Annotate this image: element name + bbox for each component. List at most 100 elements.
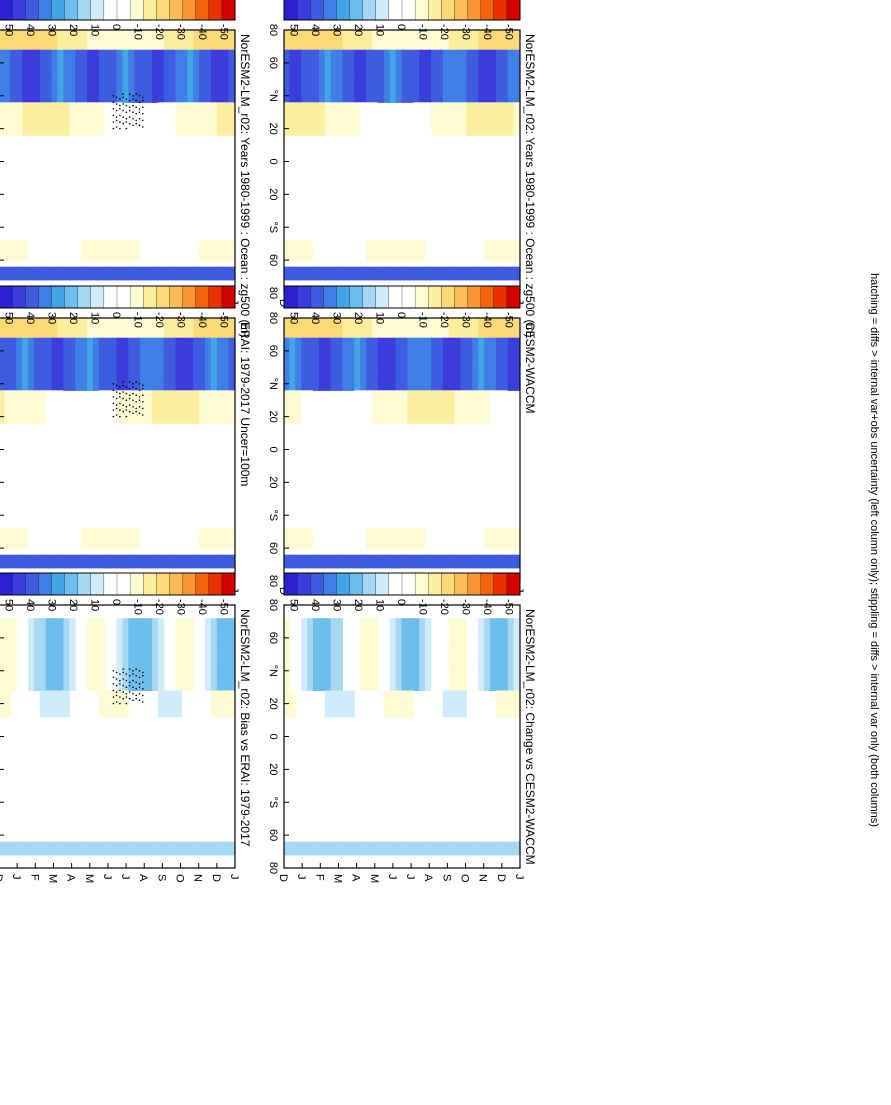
stipple-dot	[112, 383, 115, 385]
field-cell	[151, 344, 159, 352]
lat-label: 20	[267, 188, 279, 200]
field-cell	[98, 247, 106, 255]
field-cell	[27, 683, 35, 692]
field-cell	[116, 697, 123, 705]
colorbar-swatch	[401, 572, 416, 596]
field-cell	[98, 364, 106, 372]
field-cell	[4, 331, 11, 339]
field-cell	[146, 651, 153, 659]
field-cell	[425, 95, 432, 103]
stipple-dot	[135, 688, 137, 690]
field-cell	[448, 416, 456, 424]
field-cell	[16, 410, 23, 418]
field-cell	[175, 416, 182, 424]
field-cell	[513, 95, 520, 103]
field-cell	[495, 247, 503, 255]
field-cell	[507, 82, 515, 90]
field-cell	[395, 637, 402, 646]
field-cell	[22, 82, 29, 90]
field-cell	[448, 43, 456, 51]
field-cell	[69, 56, 76, 64]
stipple-dot	[138, 383, 141, 385]
stipple-dot	[142, 119, 144, 122]
field-cell	[151, 637, 159, 646]
field-cell	[57, 273, 64, 281]
stipple-dot	[119, 108, 121, 110]
field-cell	[146, 396, 153, 405]
field-cell	[140, 266, 147, 274]
field-cell	[4, 49, 11, 57]
field-cell	[472, 82, 479, 90]
field-cell	[395, 344, 402, 352]
field-cell	[51, 624, 58, 632]
field-cell	[163, 370, 171, 378]
field-cell	[104, 377, 112, 385]
field-cell	[407, 364, 414, 372]
stipple-dot	[138, 683, 141, 685]
field-cell	[75, 541, 82, 549]
field-cell	[16, 357, 23, 365]
field-cell	[466, 108, 473, 117]
field-cell	[39, 49, 47, 57]
field-cell	[69, 841, 76, 849]
field-cell	[116, 324, 123, 332]
field-cell	[27, 528, 35, 536]
field-cell	[431, 396, 438, 405]
field-cell	[478, 266, 485, 274]
stipple-dot	[119, 696, 121, 698]
field-cell	[478, 383, 485, 391]
field-cell	[460, 30, 467, 38]
field-cell	[204, 337, 212, 345]
field-cell	[507, 115, 515, 123]
field-cell	[151, 56, 159, 64]
field-cell	[157, 683, 165, 692]
field-cell	[284, 370, 290, 378]
field-cell	[39, 710, 47, 718]
field-cell	[466, 30, 473, 38]
field-cell	[39, 644, 47, 652]
field-cell	[342, 841, 349, 849]
field-cell	[318, 62, 326, 71]
field-cell	[4, 631, 11, 639]
field-cell	[163, 410, 171, 418]
field-cell	[295, 115, 302, 123]
field-cell	[489, 56, 497, 64]
field-cell	[104, 266, 112, 274]
field-cell	[181, 370, 188, 378]
field-cell	[75, 377, 82, 385]
field-cell	[51, 637, 58, 646]
colorbar-swatch	[37, 285, 52, 309]
field-cell	[413, 535, 420, 543]
field-cell	[134, 82, 141, 90]
field-cell	[63, 273, 70, 281]
field-cell	[371, 36, 379, 44]
field-cell	[360, 541, 367, 549]
field-cell	[460, 670, 467, 678]
field-cell	[318, 657, 326, 665]
field-cell	[104, 697, 112, 705]
field-cell	[401, 273, 408, 281]
field-cell	[140, 76, 147, 84]
colorbar-label: -50	[217, 24, 229, 40]
colorbar-swatch	[388, 285, 403, 309]
field-cell	[39, 266, 47, 274]
field-cell	[146, 561, 153, 569]
field-cell	[284, 331, 290, 339]
field-cell	[187, 36, 194, 44]
field-cell	[98, 416, 106, 424]
field-cell	[419, 677, 426, 685]
field-cell	[169, 344, 176, 352]
field-cell	[92, 76, 100, 84]
field-cell	[204, 403, 212, 411]
field-cell	[86, 377, 94, 385]
field-cell	[122, 266, 129, 274]
field-cell	[501, 703, 509, 711]
field-cell	[63, 848, 70, 856]
field-cell	[51, 664, 58, 672]
field-cell	[22, 43, 29, 51]
month-label: A	[65, 874, 77, 882]
field-cell	[513, 128, 520, 136]
field-cell	[478, 30, 485, 38]
field-cell	[389, 554, 397, 562]
field-cell	[57, 370, 64, 378]
